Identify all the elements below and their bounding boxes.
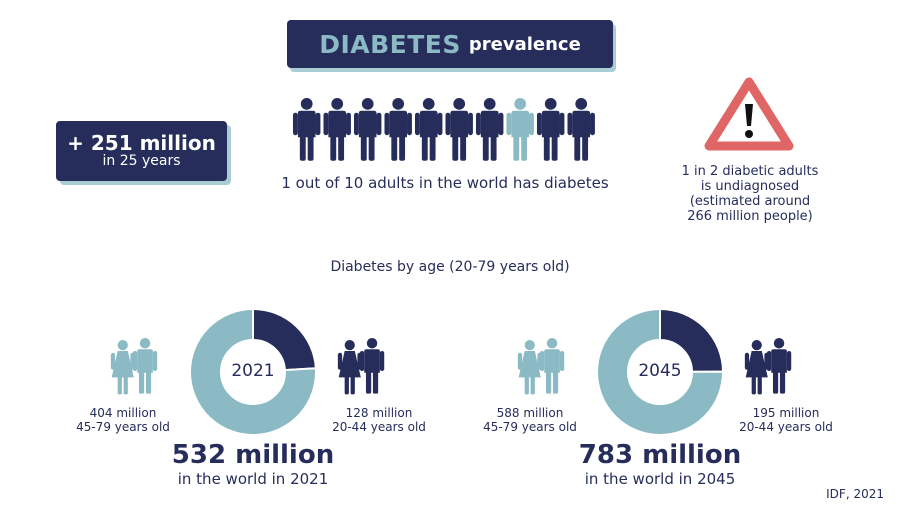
label-20-44-age: 20-44 years old <box>332 420 426 434</box>
warning-triangle-icon <box>704 77 794 151</box>
person-icon <box>567 98 595 161</box>
person-icon <box>414 98 443 161</box>
person-icon <box>536 98 565 161</box>
couple-icon-45-79 <box>517 338 565 395</box>
warning-line: 1 in 2 diabetic adults <box>681 164 819 179</box>
people-row <box>292 98 595 161</box>
person-icon <box>445 98 473 161</box>
growth-period: in 25 years <box>102 153 181 169</box>
title-banner: DIABETES prevalence <box>287 20 613 68</box>
people-caption: 1 out of 10 adults in the world has diab… <box>281 174 609 192</box>
warning-line: 266 million people) <box>687 209 813 224</box>
label-20-44-value: 128 million <box>345 406 413 420</box>
section-title: Diabetes by age (20-79 years old) <box>330 259 570 275</box>
donut-year: 2045 <box>638 361 682 381</box>
total-value: 532 million <box>171 440 335 470</box>
warning-line: is undiagnosed <box>700 179 800 194</box>
person-icon <box>384 98 412 161</box>
label-45-79-value: 404 million <box>89 406 157 420</box>
growth-badge: + 251 million in 25 years <box>56 121 227 181</box>
couple-icon-20-44 <box>744 338 792 395</box>
label-20-44-value: 195 million <box>752 406 820 420</box>
person-icon <box>323 98 351 161</box>
person-icon <box>292 98 321 161</box>
total-caption: in the world in 2045 <box>584 470 736 488</box>
label-20-44-age: 20-44 years old <box>739 420 833 434</box>
total-value: 783 million <box>578 440 742 470</box>
donut-slice-45-79 <box>596 307 725 436</box>
donut-slice-45-79 <box>189 307 317 436</box>
title-sub: prevalence <box>468 33 581 55</box>
warning-line: (estimated around <box>689 194 811 209</box>
label-45-79-value: 588 million <box>496 406 564 420</box>
person-icon-highlighted <box>506 98 534 161</box>
couple-icon-45-79 <box>110 338 158 395</box>
person-icon <box>475 98 504 161</box>
warning-text: 1 in 2 diabetic adults is undiagnosed (e… <box>660 164 840 224</box>
label-45-79-age: 45-79 years old <box>76 420 170 434</box>
donut-year: 2021 <box>231 361 275 381</box>
person-icon <box>353 98 382 161</box>
couple-icon-20-44 <box>337 338 385 395</box>
source-label: IDF, 2021 <box>826 487 884 501</box>
total-caption: in the world in 2021 <box>177 470 329 488</box>
growth-value: + 251 million <box>67 131 216 155</box>
label-45-79-age: 45-79 years old <box>483 420 577 434</box>
title-main: DIABETES <box>319 29 461 59</box>
